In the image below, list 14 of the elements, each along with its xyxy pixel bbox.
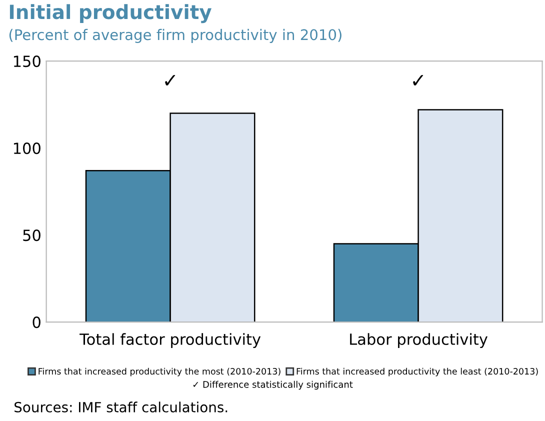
y-tick-label: 0 bbox=[32, 316, 40, 328]
x-tick-label: Labor productivity bbox=[350, 333, 488, 348]
annotation: ✓ bbox=[413, 75, 424, 86]
x-tick-label: Total factor productivity bbox=[80, 333, 261, 348]
text: ✓ Difference statistically significant bbox=[193, 380, 353, 390]
source-note: Sources: IMF staff calculations. bbox=[14, 402, 228, 412]
y-tick-label: 50 bbox=[23, 230, 40, 242]
legend-label: Firms that increased productivity the most (2010-2013) bbox=[38, 368, 280, 376]
annotation: ✓ bbox=[165, 75, 176, 86]
legend-label: Firms that increased productivity the least (2010-2013) bbox=[296, 368, 538, 376]
chart-title: Initial productivity bbox=[10, 4, 212, 24]
y-tick-label: 100 bbox=[14, 142, 40, 154]
y-tick-label: 150 bbox=[14, 56, 40, 68]
chart-subtitle: (Percent of average firm productivity in 2010) bbox=[9, 28, 342, 44]
